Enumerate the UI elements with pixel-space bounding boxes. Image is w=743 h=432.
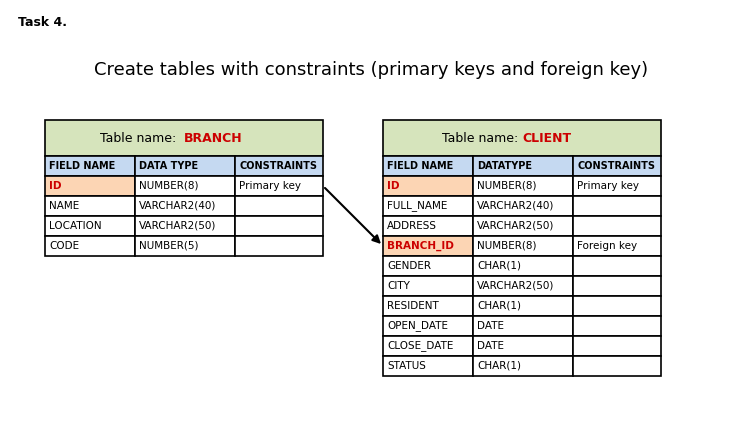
Text: Create tables with constraints (primary keys and foreign key): Create tables with constraints (primary … [94,61,648,79]
Bar [573,156,661,176]
Bar [473,176,573,196]
Bar [473,276,573,296]
Bar [135,156,235,176]
Text: Table name:: Table name: [442,131,522,144]
Text: VARCHAR2(50): VARCHAR2(50) [477,281,554,291]
Bar [135,176,235,196]
Bar [573,276,661,296]
Bar [235,236,323,256]
Text: FIELD NAME: FIELD NAME [49,161,115,171]
Text: DATE: DATE [477,341,504,351]
Bar [135,236,235,256]
Text: CITY: CITY [387,281,410,291]
Bar [383,336,473,356]
Text: STATUS: STATUS [387,361,426,371]
Bar [383,236,473,256]
Bar [383,196,473,216]
Text: BRANCH_ID: BRANCH_ID [387,241,454,251]
Text: FIELD NAME: FIELD NAME [387,161,453,171]
Bar [45,196,135,216]
Bar [383,296,473,316]
Bar [45,120,323,156]
Bar [45,156,135,176]
Text: CONSTRAINTS: CONSTRAINTS [577,161,655,171]
Bar [135,196,235,216]
Bar [573,296,661,316]
Text: Foreign key: Foreign key [577,241,637,251]
Bar [473,196,573,216]
Text: CHAR(1): CHAR(1) [477,261,521,271]
Bar [573,216,661,236]
Bar [573,356,661,376]
Bar [473,356,573,376]
Bar [383,356,473,376]
Text: DATE: DATE [477,321,504,331]
Text: NUMBER(5): NUMBER(5) [139,241,198,251]
Text: Primary key: Primary key [577,181,639,191]
Bar [383,316,473,336]
Text: VARCHAR2(40): VARCHAR2(40) [139,201,216,211]
Text: ID: ID [49,181,62,191]
Bar [383,176,473,196]
Text: CHAR(1): CHAR(1) [477,301,521,311]
Bar [473,296,573,316]
Text: RESIDENT: RESIDENT [387,301,439,311]
Text: FULL_NAME: FULL_NAME [387,200,447,211]
Text: DATATYPE: DATATYPE [477,161,532,171]
Text: CLOSE_DATE: CLOSE_DATE [387,340,453,352]
Bar [45,236,135,256]
Text: ADDRESS: ADDRESS [387,221,437,231]
Bar [473,316,573,336]
Bar [473,156,573,176]
Text: DATA TYPE: DATA TYPE [139,161,198,171]
Text: VARCHAR2(40): VARCHAR2(40) [477,201,554,211]
Text: NUMBER(8): NUMBER(8) [477,181,536,191]
Text: BRANCH: BRANCH [184,131,243,144]
Text: NUMBER(8): NUMBER(8) [139,181,198,191]
Bar [45,176,135,196]
Text: Primary key: Primary key [239,181,301,191]
Bar [45,216,135,236]
Bar [473,256,573,276]
Text: Table name:: Table name: [100,131,184,144]
Bar [573,336,661,356]
Bar [473,216,573,236]
Text: ID: ID [387,181,400,191]
Bar [573,196,661,216]
Text: GENDER: GENDER [387,261,431,271]
Bar [135,216,235,236]
Bar [383,216,473,236]
Bar [383,276,473,296]
Text: VARCHAR2(50): VARCHAR2(50) [139,221,216,231]
Text: NAME: NAME [49,201,80,211]
Text: LOCATION: LOCATION [49,221,102,231]
Bar [383,120,661,156]
Bar [473,336,573,356]
Text: CLIENT: CLIENT [522,131,571,144]
Text: Task 4.: Task 4. [18,16,67,29]
Text: CONSTRAINTS: CONSTRAINTS [239,161,317,171]
Bar [573,316,661,336]
Text: VARCHAR2(50): VARCHAR2(50) [477,221,554,231]
Bar [383,156,473,176]
Text: OPEN_DATE: OPEN_DATE [387,321,448,331]
Text: CODE: CODE [49,241,79,251]
Text: CHAR(1): CHAR(1) [477,361,521,371]
Bar [473,236,573,256]
Bar [573,236,661,256]
Text: NUMBER(8): NUMBER(8) [477,241,536,251]
Bar [235,196,323,216]
Bar [235,156,323,176]
Bar [573,176,661,196]
Bar [573,256,661,276]
Bar [235,216,323,236]
Bar [383,256,473,276]
Bar [235,176,323,196]
